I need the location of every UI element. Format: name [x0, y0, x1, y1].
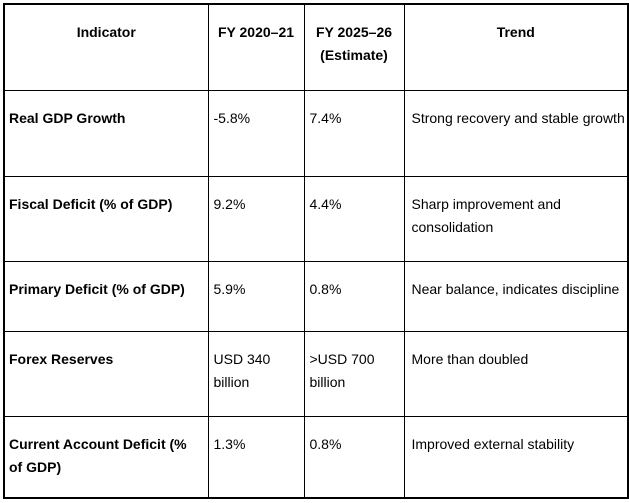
cell-indicator: Real GDP Growth: [3, 89, 209, 177]
table-row: Forex Reserves USD 340 billion >USD 700 …: [3, 330, 629, 417]
cell-fy-2025-26: 0.8%: [303, 415, 405, 499]
indicators-table: Indicator FY 2020–21 FY 2025–26 (Estimat…: [3, 3, 629, 499]
table-row: Real GDP Growth -5.8% 7.4% Strong recove…: [3, 89, 629, 177]
cell-trend: Sharp improvement and consolidation: [403, 175, 629, 262]
cell-indicator: Fiscal Deficit (% of GDP): [3, 175, 209, 262]
header-cell-fy-2025-26: FY 2025–26 (Estimate): [303, 3, 405, 91]
header-cell-trend: Trend: [403, 3, 629, 91]
cell-fy-2020-21: 1.3%: [207, 415, 305, 499]
cell-fy-2025-26: 7.4%: [303, 89, 405, 177]
table-header-row: Indicator FY 2020–21 FY 2025–26 (Estimat…: [3, 3, 629, 91]
table-row: Fiscal Deficit (% of GDP) 9.2% 4.4% Shar…: [3, 175, 629, 262]
cell-indicator: Primary Deficit (% of GDP): [3, 260, 209, 332]
cell-fy-2025-26: >USD 700 billion: [303, 330, 405, 417]
cell-fy-2020-21: -5.8%: [207, 89, 305, 177]
header-cell-fy-2020-21: FY 2020–21: [207, 3, 305, 91]
cell-indicator: Current Account Deficit (% of GDP): [3, 415, 209, 499]
cell-fy-2025-26: 4.4%: [303, 175, 405, 262]
cell-indicator: Forex Reserves: [3, 330, 209, 417]
cell-trend: Strong recovery and stable growth: [403, 89, 629, 177]
cell-fy-2020-21: USD 340 billion: [207, 330, 305, 417]
cell-trend: Near balance, indicates discipline: [403, 260, 629, 332]
cell-fy-2020-21: 5.9%: [207, 260, 305, 332]
cell-fy-2020-21: 9.2%: [207, 175, 305, 262]
cell-fy-2025-26: 0.8%: [303, 260, 405, 332]
cell-trend: Improved external stability: [403, 415, 629, 499]
table-row: Current Account Deficit (% of GDP) 1.3% …: [3, 415, 629, 499]
cell-trend: More than doubled: [403, 330, 629, 417]
header-cell-indicator: Indicator: [3, 3, 209, 91]
table-row: Primary Deficit (% of GDP) 5.9% 0.8% Nea…: [3, 260, 629, 332]
